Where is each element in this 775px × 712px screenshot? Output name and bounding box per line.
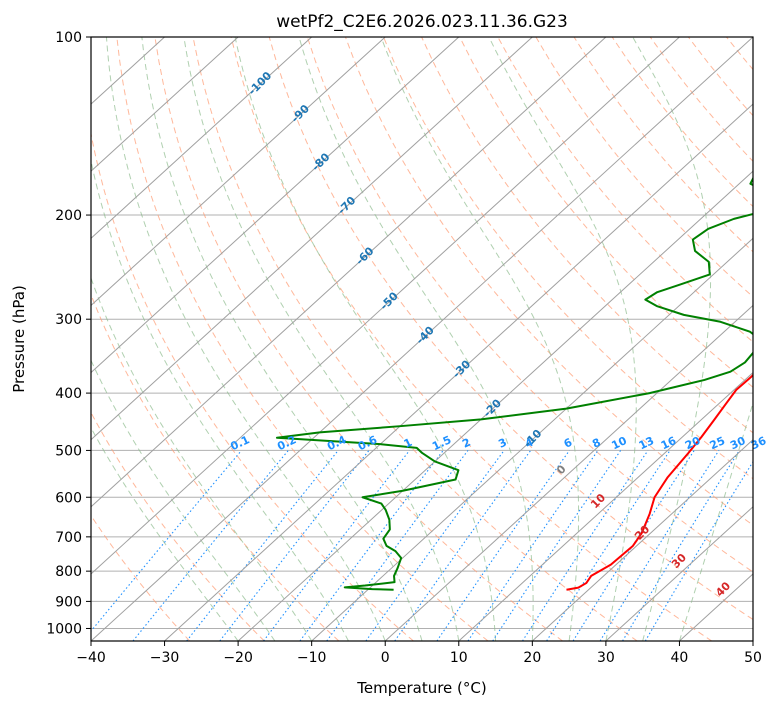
mixing-ratio-label: 13 xyxy=(637,434,656,452)
dewpoint-profile xyxy=(275,176,753,591)
dry-adiabat xyxy=(344,37,753,526)
mixing-ratio-line xyxy=(599,450,720,641)
x-tick-label: 40 xyxy=(671,650,689,666)
dry-adiabat xyxy=(91,514,191,641)
y-tick-label: 200 xyxy=(55,208,82,224)
dry-adiabat xyxy=(91,131,414,641)
moist-adiabat xyxy=(678,401,753,641)
moist-adiabat xyxy=(91,158,349,641)
sounding-series xyxy=(275,176,753,591)
dry-adiabat xyxy=(306,37,753,573)
isotherm-line xyxy=(91,37,313,240)
isotherm-lines xyxy=(91,37,753,641)
mixing-ratio-line xyxy=(91,450,242,632)
moist-adiabat xyxy=(380,37,580,641)
moist-adiabat xyxy=(234,37,497,641)
dry-adiabat xyxy=(192,37,638,641)
isotherm-line xyxy=(91,37,239,172)
x-tick-label: −30 xyxy=(150,650,180,666)
pressure-gridlines xyxy=(91,214,753,629)
mixing-ratio-line xyxy=(263,450,410,641)
mixing-ratio-line xyxy=(492,450,622,641)
mixing-ratio-line xyxy=(522,450,649,641)
x-tick-label: 10 xyxy=(450,650,468,666)
x-tick-label: 20 xyxy=(523,650,541,666)
dry-adiabat xyxy=(116,37,489,641)
y-axis-label: Pressure (hPa) xyxy=(10,285,28,393)
mixing-ratio-line xyxy=(622,450,740,641)
x-tick-label: −10 xyxy=(297,650,327,666)
axis-ticks: −40 −30 −20 −10 0 10 20 30 40 50 100 200 300 400 500 60… xyxy=(46,30,762,666)
isotherm-line xyxy=(164,103,753,641)
mixing-ratio-label: 36 xyxy=(749,434,769,452)
isotherm-line xyxy=(91,37,753,641)
x-tick-label: −20 xyxy=(223,650,253,666)
chart-title: wetPf2_C2E6.2026.023.11.36.G23 xyxy=(276,12,568,32)
y-tick-label: 900 xyxy=(55,594,82,610)
plot-frame xyxy=(90,36,754,642)
y-tick-label: 500 xyxy=(55,443,82,459)
isotherm-line xyxy=(91,37,533,441)
dry-adiabat xyxy=(91,411,265,641)
y-tick-label: 100 xyxy=(55,30,82,46)
y-tick-label: 800 xyxy=(55,564,82,580)
moist-adiabat xyxy=(91,359,276,641)
moist-adiabat xyxy=(183,37,460,641)
mixing-ratio-line xyxy=(436,450,570,641)
mixing-ratio-line xyxy=(299,450,444,641)
mixing-ratio-label: 25 xyxy=(708,434,727,452)
mixing-ratio-label: 10 xyxy=(609,434,629,452)
x-tick-label: 50 xyxy=(744,650,762,666)
mixing-ratio-label: 16 xyxy=(659,434,679,452)
x-tick-label: −40 xyxy=(76,650,106,666)
isotherm-line xyxy=(91,37,386,307)
y-tick-label: 300 xyxy=(55,312,82,328)
dry-adiabat xyxy=(268,37,753,621)
moist-adiabat xyxy=(91,426,239,641)
x-axis-label: Temperature (°C) xyxy=(356,679,486,697)
isotherm-line xyxy=(91,37,680,575)
temperature-profile xyxy=(566,373,753,591)
dry-adiabat xyxy=(154,37,563,641)
y-tick-label: 400 xyxy=(55,386,82,402)
isotherm-line xyxy=(458,371,753,641)
moist-adiabat xyxy=(488,37,637,641)
x-tick-label: 30 xyxy=(597,650,615,666)
moist-adiabat xyxy=(141,37,423,641)
mixing-ratio-line xyxy=(186,450,339,641)
isotherm-line xyxy=(384,304,753,641)
mixing-ratio-line xyxy=(546,450,671,641)
isotherm-line xyxy=(91,37,460,374)
isotherm-line xyxy=(237,170,753,641)
y-tick-label: 700 xyxy=(55,530,82,546)
isotherm-line xyxy=(91,37,607,508)
moist-adiabat xyxy=(632,37,712,641)
moist-adiabat xyxy=(298,37,534,641)
mixing-ratio-line xyxy=(326,450,469,641)
x-tick-label: 0 xyxy=(381,650,390,666)
mixing-ratio-label: 20 xyxy=(683,434,703,452)
isotherm-line xyxy=(531,438,753,641)
moist-adiabats xyxy=(91,37,753,641)
y-tick-label: 1000 xyxy=(46,621,82,637)
mixing-ratio-line xyxy=(365,450,505,641)
mixing-ratio-line xyxy=(467,450,599,641)
moist-adiabat xyxy=(105,37,386,641)
y-tick-label: 600 xyxy=(55,490,82,506)
isotherm-line xyxy=(605,506,753,641)
mixing-ratio-line xyxy=(132,450,289,641)
isotherm-line xyxy=(311,237,753,641)
mixing-ratio-label: 30 xyxy=(728,434,748,452)
